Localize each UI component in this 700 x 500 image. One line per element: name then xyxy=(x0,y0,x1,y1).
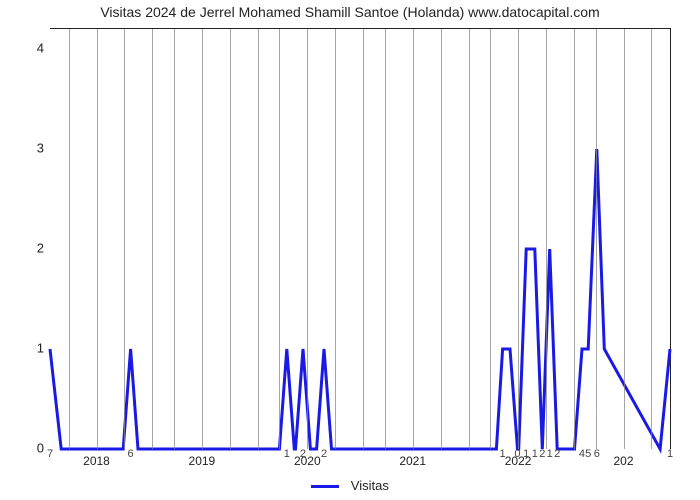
x-tick-label: 2019 xyxy=(189,454,216,468)
legend-label: Visitas xyxy=(351,478,389,493)
chart-title: Visitas 2024 de Jerrel Mohamed Shamill S… xyxy=(0,4,700,20)
gridline-v xyxy=(441,29,442,449)
legend: Visitas xyxy=(0,478,700,493)
gridline-v xyxy=(174,29,175,449)
gridline-v xyxy=(97,29,98,449)
y-tick-label: 3 xyxy=(4,141,44,156)
gridline-v xyxy=(490,29,491,449)
gridline-v xyxy=(69,29,70,449)
gridline-v xyxy=(518,29,519,449)
gridline-v xyxy=(651,29,652,449)
y-tick-label: 4 xyxy=(4,41,44,56)
gridline-v xyxy=(385,29,386,449)
plot-area xyxy=(50,28,671,449)
data-point-label: 7 xyxy=(47,448,53,460)
gridline-v xyxy=(596,29,597,449)
data-point-label: 0 xyxy=(514,448,520,460)
data-point-label: 1 xyxy=(667,448,673,460)
data-point-label: 1 xyxy=(284,448,290,460)
gridline-v xyxy=(202,29,203,449)
gridline-v xyxy=(413,29,414,449)
data-point-label: 2 xyxy=(321,448,327,460)
x-tick-label: 2020 xyxy=(294,454,321,468)
gridline-v xyxy=(258,29,259,449)
x-tick-label: 2018 xyxy=(83,454,110,468)
data-point-label: 6 xyxy=(594,448,600,460)
gridline-v xyxy=(335,29,336,449)
y-tick-label: 2 xyxy=(4,241,44,256)
gridline-v xyxy=(230,29,231,449)
gridline-v xyxy=(152,29,153,449)
data-point-label: 5 xyxy=(585,448,591,460)
gridline-v xyxy=(279,29,280,449)
legend-swatch xyxy=(311,485,339,488)
y-tick-label: 0 xyxy=(4,441,44,456)
gridline-v xyxy=(124,29,125,449)
data-point-label: 2 xyxy=(300,448,306,460)
data-point-label: 2 xyxy=(554,448,560,460)
line-series xyxy=(50,29,670,449)
gridline-v xyxy=(307,29,308,449)
y-tick-label: 1 xyxy=(4,341,44,356)
data-point-label: 1 xyxy=(547,448,553,460)
gridline-v xyxy=(469,29,470,449)
data-point-label: 2 xyxy=(539,448,545,460)
chart-container: Visitas 2024 de Jerrel Mohamed Shamill S… xyxy=(0,0,700,500)
x-tick-label: 2021 xyxy=(399,454,426,468)
gridline-v xyxy=(574,29,575,449)
x-tick-label: 202 xyxy=(613,454,633,468)
data-point-label: 6 xyxy=(128,448,134,460)
data-point-label: 1 xyxy=(523,448,529,460)
gridline-v xyxy=(363,29,364,449)
gridline-v xyxy=(624,29,625,449)
data-point-label: 1 xyxy=(500,448,506,460)
data-point-label: 4 xyxy=(579,448,585,460)
gridline-v xyxy=(546,29,547,449)
data-point-label: 1 xyxy=(532,448,538,460)
